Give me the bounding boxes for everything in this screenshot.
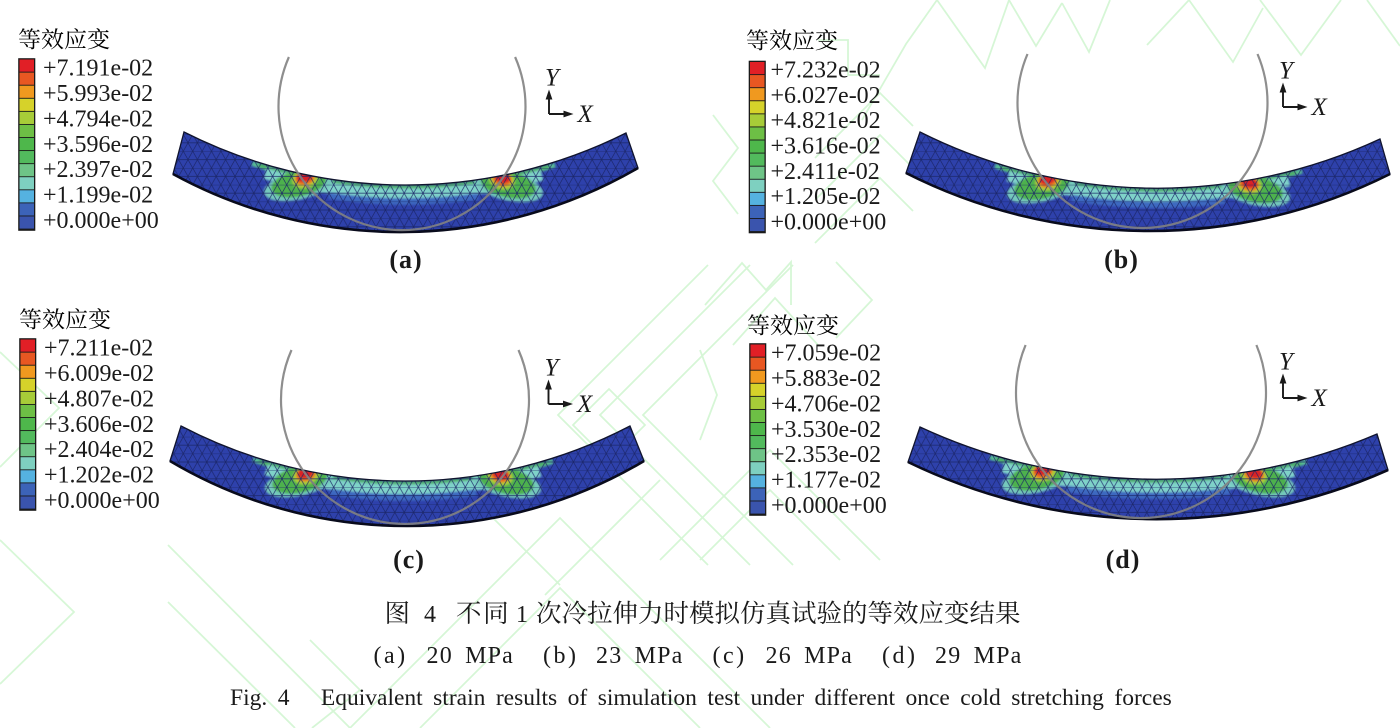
svg-text:(b): (b) xyxy=(1104,245,1139,274)
svg-text:1: 1 xyxy=(516,602,528,628)
svg-text:+7.232e-02: +7.232e-02 xyxy=(771,57,881,83)
svg-text:+2.397e-02: +2.397e-02 xyxy=(43,157,153,183)
svg-text:(c): (c) xyxy=(713,643,747,669)
svg-text:4: 4 xyxy=(424,602,436,628)
svg-text:+0.000e+00: +0.000e+00 xyxy=(771,210,887,236)
svg-text:+1.199e-02: +1.199e-02 xyxy=(43,182,153,208)
svg-text:Y: Y xyxy=(545,355,562,382)
svg-text:+4.821e-02: +4.821e-02 xyxy=(771,108,881,134)
svg-text:+3.606e-02: +3.606e-02 xyxy=(44,412,154,438)
svg-text:+4.794e-02: +4.794e-02 xyxy=(43,106,153,132)
svg-text:+0.000e+00: +0.000e+00 xyxy=(43,208,159,234)
svg-text:(a): (a) xyxy=(389,245,422,274)
svg-text:+3.596e-02: +3.596e-02 xyxy=(43,132,153,158)
svg-text:+2.404e-02: +2.404e-02 xyxy=(44,437,154,463)
svg-text:(d): (d) xyxy=(882,643,917,669)
svg-text:+1.177e-02: +1.177e-02 xyxy=(771,467,881,493)
svg-text:+1.205e-02: +1.205e-02 xyxy=(771,184,881,210)
svg-text:(c): (c) xyxy=(393,545,425,574)
svg-text:26 MPa: 26 MPa xyxy=(766,643,854,669)
svg-text:23 MPa: 23 MPa xyxy=(596,643,684,669)
svg-text:(b): (b) xyxy=(543,643,578,669)
svg-text:+5.883e-02: +5.883e-02 xyxy=(771,366,881,392)
svg-text:+7.211e-02: +7.211e-02 xyxy=(44,336,153,362)
svg-text:X: X xyxy=(1311,385,1329,412)
svg-text:+2.353e-02: +2.353e-02 xyxy=(771,442,881,468)
svg-text:+5.993e-02: +5.993e-02 xyxy=(43,81,153,107)
svg-text:X: X xyxy=(1311,94,1329,121)
svg-text:X: X xyxy=(577,101,595,128)
svg-text:Fig. 4 Equivalent strain res: Fig. 4 Equivalent strain results of simu… xyxy=(230,685,1172,711)
svg-text:+1.202e-02: +1.202e-02 xyxy=(44,462,154,488)
svg-text:+7.059e-02: +7.059e-02 xyxy=(771,341,881,367)
svg-text:+4.706e-02: +4.706e-02 xyxy=(771,391,881,417)
svg-text:+6.009e-02: +6.009e-02 xyxy=(44,361,154,387)
svg-text:+4.807e-02: +4.807e-02 xyxy=(44,386,154,412)
svg-text:29 MPa: 29 MPa xyxy=(935,643,1023,669)
svg-text:(a): (a) xyxy=(374,643,408,669)
svg-text:+2.411e-02: +2.411e-02 xyxy=(771,159,880,185)
svg-text:Y: Y xyxy=(1279,349,1296,376)
svg-text:+7.191e-02: +7.191e-02 xyxy=(43,56,153,82)
svg-text:+3.616e-02: +3.616e-02 xyxy=(771,134,881,160)
svg-text:Y: Y xyxy=(1279,58,1296,85)
svg-text:+0.000e+00: +0.000e+00 xyxy=(771,493,887,519)
svg-text:+3.530e-02: +3.530e-02 xyxy=(771,417,881,443)
svg-text:20 MPa: 20 MPa xyxy=(427,643,515,669)
svg-text:Y: Y xyxy=(545,65,562,92)
svg-text:(d): (d) xyxy=(1106,545,1141,574)
svg-text:+6.027e-02: +6.027e-02 xyxy=(771,83,881,109)
svg-text:X: X xyxy=(576,391,594,418)
svg-text:+0.000e+00: +0.000e+00 xyxy=(44,488,160,514)
